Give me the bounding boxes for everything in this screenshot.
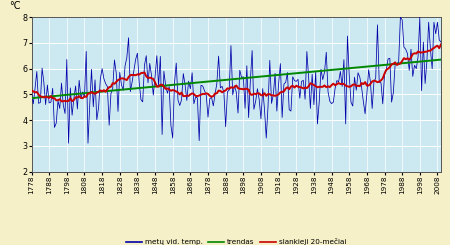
Legend: metų vid. temp., trendas, slankieji 20-mečiai: metų vid. temp., trendas, slankieji 20-m… (123, 235, 350, 245)
Text: °C: °C (9, 1, 21, 11)
